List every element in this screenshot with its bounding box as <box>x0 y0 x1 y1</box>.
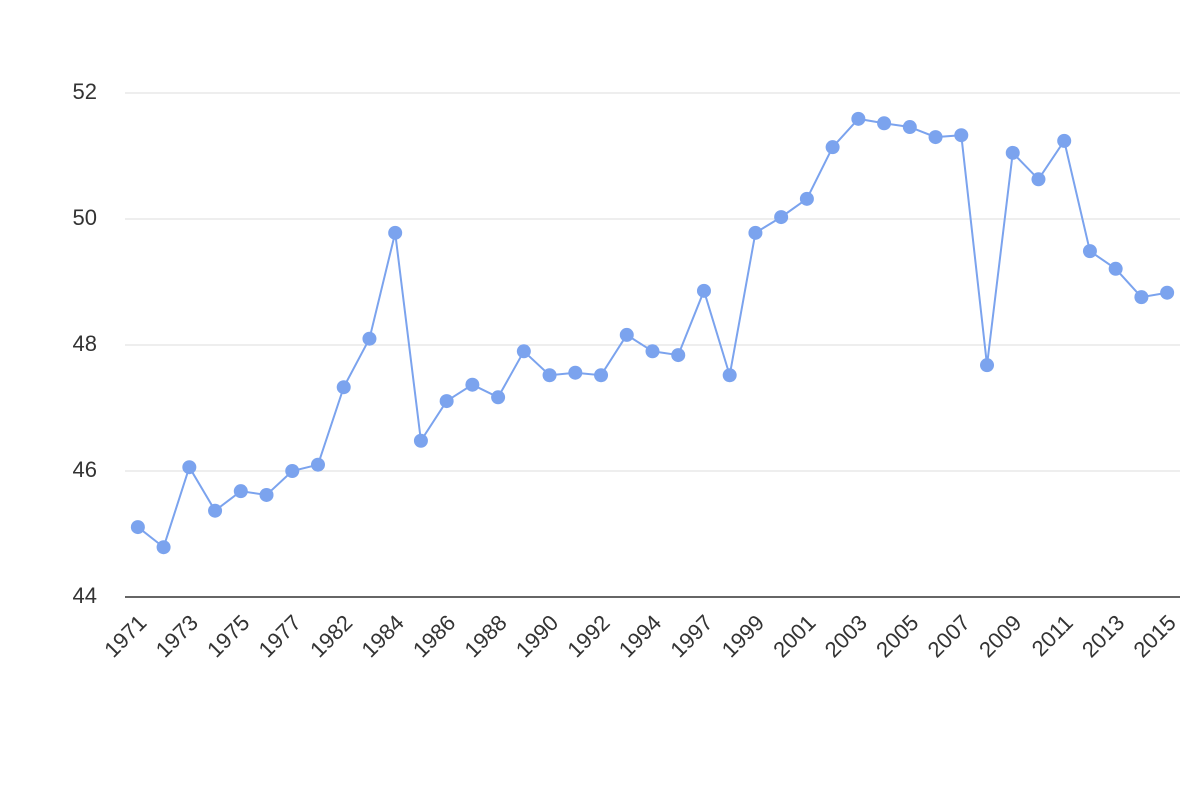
x-tick-label: 1999 <box>717 610 769 662</box>
y-tick-label: 52 <box>73 79 97 104</box>
x-tick-label: 1982 <box>305 610 357 662</box>
point <box>825 140 840 155</box>
point <box>696 283 711 298</box>
point <box>259 487 274 502</box>
point <box>1031 172 1046 187</box>
x-tick-label: 1988 <box>459 610 511 662</box>
point <box>902 120 917 135</box>
point <box>1134 290 1149 305</box>
x-tick-label: 1986 <box>408 610 460 662</box>
x-tick-label: 1971 <box>99 610 151 662</box>
point <box>645 344 660 359</box>
point <box>465 377 480 392</box>
x-tick-label: 1990 <box>511 610 563 662</box>
point <box>208 503 223 518</box>
point <box>542 368 557 383</box>
point <box>928 130 943 145</box>
point <box>568 365 583 380</box>
point <box>439 394 454 409</box>
y-tick-label: 48 <box>73 331 97 356</box>
point <box>285 464 300 478</box>
x-tick-label: 1984 <box>357 610 409 662</box>
y-tick-label: 44 <box>73 583 97 608</box>
point <box>954 128 969 143</box>
point <box>233 484 248 499</box>
point <box>1005 145 1020 160</box>
x-tick-label: 2005 <box>871 610 923 662</box>
point <box>980 358 995 373</box>
x-tick-label: 2015 <box>1128 610 1180 662</box>
y-tick-label: 50 <box>73 205 97 230</box>
x-tick-label: 2013 <box>1077 610 1129 662</box>
point <box>594 368 609 383</box>
line <box>137 117 1168 549</box>
x-tick-label: 2003 <box>820 610 872 662</box>
point <box>413 433 428 448</box>
x-tick-label: 1994 <box>614 610 666 662</box>
x-tick-label: 2001 <box>768 610 820 662</box>
point <box>799 191 814 206</box>
point <box>156 540 171 555</box>
point <box>1082 244 1097 259</box>
y-tick-label: 46 <box>73 457 97 482</box>
point <box>877 116 892 131</box>
point <box>130 520 145 535</box>
point <box>1160 285 1175 300</box>
point <box>1108 261 1123 276</box>
x-tick-label: 1977 <box>254 610 306 662</box>
point <box>182 460 197 475</box>
point <box>774 210 789 225</box>
point <box>722 368 737 383</box>
point <box>671 348 686 363</box>
point <box>619 327 634 342</box>
point <box>336 380 351 395</box>
point <box>388 225 403 240</box>
point <box>310 457 325 472</box>
x-tick-label: 1973 <box>151 610 203 662</box>
x-tick-label: 2011 <box>1027 610 1078 661</box>
x-tick-label: 1992 <box>562 610 614 662</box>
x-tick-label: 2009 <box>974 610 1026 662</box>
x-tick-label: 2007 <box>923 610 975 662</box>
point <box>362 331 377 346</box>
point <box>748 225 763 240</box>
point <box>516 344 531 359</box>
point <box>491 390 506 405</box>
x-tick-label: 1975 <box>202 610 254 662</box>
point <box>851 111 866 126</box>
x-tick-label: 1997 <box>665 610 717 662</box>
point <box>1057 133 1072 148</box>
